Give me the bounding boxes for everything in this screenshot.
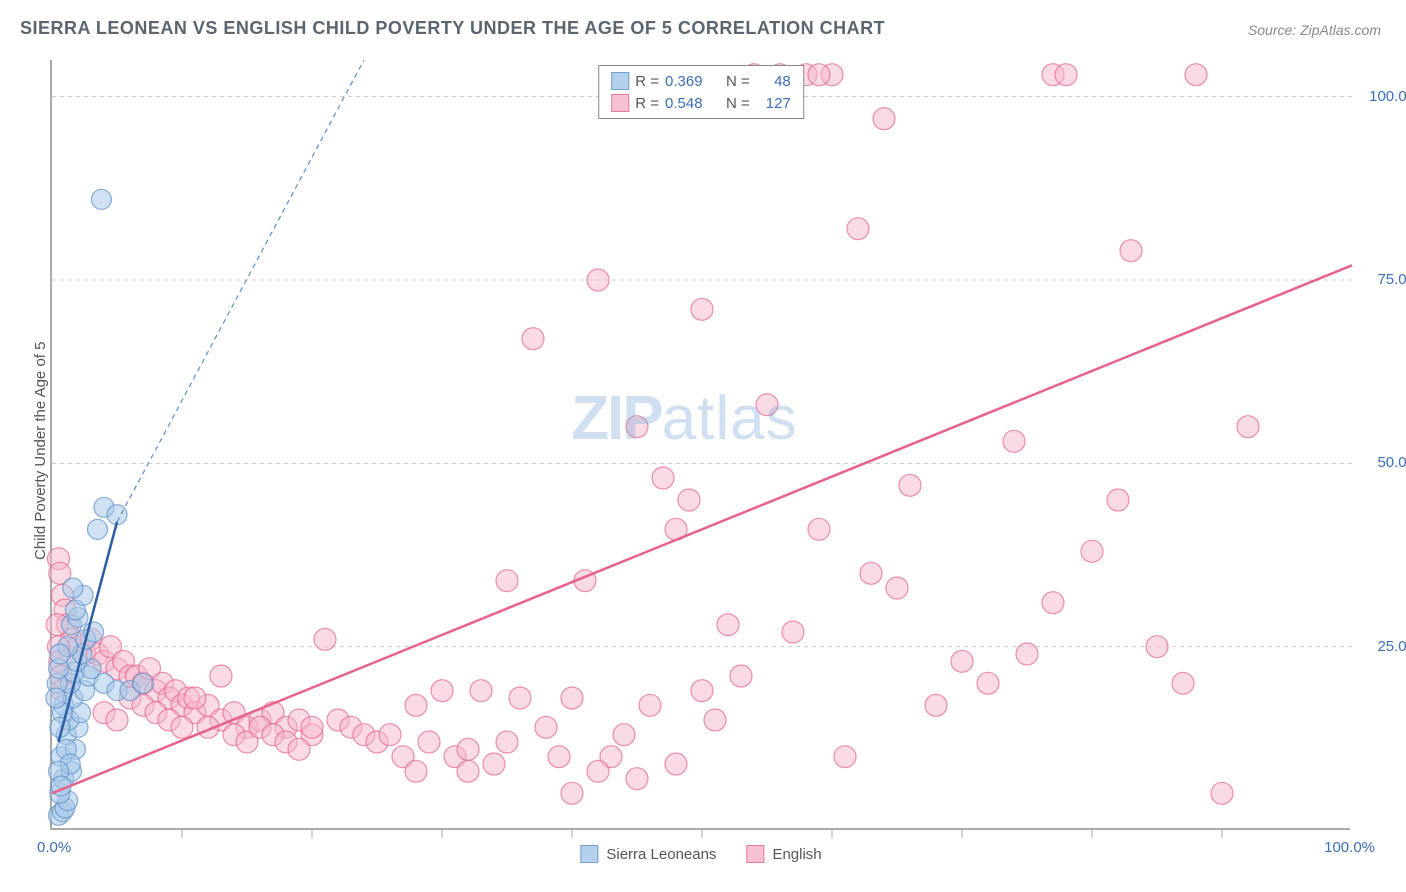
x-tick-0: 0.0% [37, 839, 71, 856]
y-tick-label: 100.0% [1360, 88, 1406, 105]
chart-title: SIERRA LEONEAN VS ENGLISH CHILD POVERTY … [20, 18, 885, 39]
legend-r-label: R = [635, 73, 659, 90]
y-tick-label: 75.0% [1360, 271, 1406, 288]
legend-item-label: Sierra Leoneans [606, 846, 716, 863]
chart-source: Source: ZipAtlas.com [1248, 22, 1381, 38]
legend-r-label: R = [635, 95, 659, 112]
scatter-svg [52, 60, 1350, 828]
x-tick-100: 100.0% [1324, 839, 1375, 856]
legend-swatch-icon [611, 72, 629, 90]
legend-n-value: 127 [756, 95, 791, 112]
legend-row-english: R = 0.548 N = 127 [611, 92, 791, 114]
legend-r-value: 0.548 [665, 95, 720, 112]
legend-item-english: English [746, 845, 821, 863]
legend-swatch-icon [611, 94, 629, 112]
y-tick-label: 50.0% [1360, 454, 1406, 471]
plot-area: ZIPatlas R = 0.369 N = 48 R = 0.548 N = … [50, 60, 1350, 830]
legend-n-label: N = [726, 95, 750, 112]
y-tick-label: 25.0% [1360, 638, 1406, 655]
correlation-legend: R = 0.369 N = 48 R = 0.548 N = 127 [598, 65, 804, 119]
legend-n-label: N = [726, 73, 750, 90]
legend-item-label: English [772, 846, 821, 863]
legend-swatch-icon [746, 845, 764, 863]
legend-r-value: 0.369 [665, 73, 720, 90]
series-legend: Sierra Leoneans English [580, 845, 821, 863]
legend-row-sierra_leoneans: R = 0.369 N = 48 [611, 70, 791, 92]
legend-swatch-icon [580, 845, 598, 863]
legend-n-value: 48 [756, 73, 791, 90]
legend-item-sierra_leoneans: Sierra Leoneans [580, 845, 716, 863]
y-axis-label: Child Poverty Under the Age of 5 [32, 342, 49, 560]
